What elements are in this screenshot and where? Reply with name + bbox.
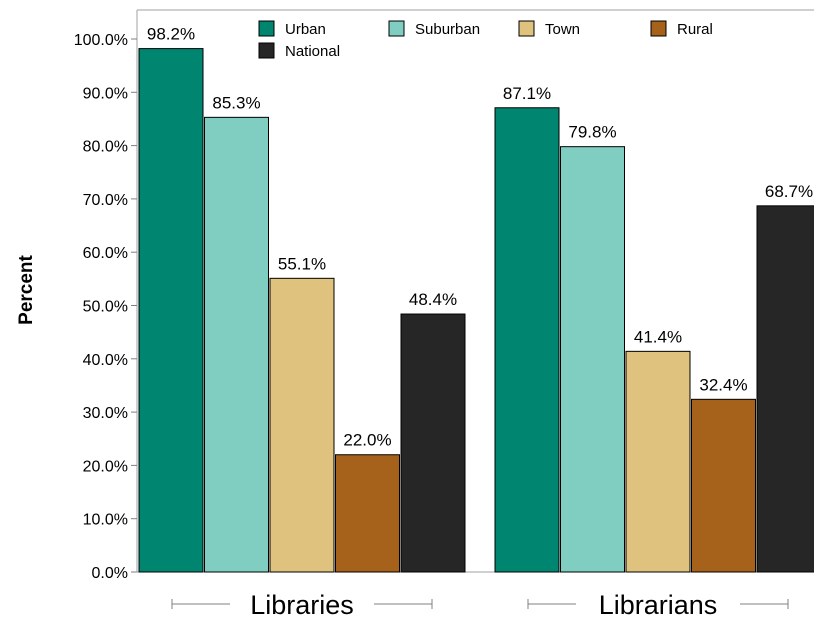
legend-swatch bbox=[388, 20, 405, 37]
legend-label: Town bbox=[545, 21, 580, 38]
data-label: 98.2% bbox=[147, 25, 195, 44]
data-label: 79.8% bbox=[568, 123, 616, 142]
legend-label: National bbox=[285, 43, 340, 60]
bar-librarians-urban bbox=[494, 107, 560, 573]
y-tick-label: 70.0% bbox=[83, 192, 128, 209]
legend-item-rural: Rural bbox=[650, 20, 713, 38]
y-tick-label: 20.0% bbox=[83, 458, 128, 475]
legend-label: Rural bbox=[677, 21, 713, 38]
bar-librarians-town bbox=[625, 350, 691, 573]
bar-libraries-suburban bbox=[204, 116, 269, 573]
data-labels: 98.2% 85.3% 55.1% 22.0% 48.4% 87.1% 79.8% 41.4%… bbox=[147, 25, 813, 450]
legend-item-suburban: Suburban bbox=[388, 20, 480, 38]
legend-item-urban: Urban bbox=[258, 20, 326, 38]
y-tick-label: 50.0% bbox=[83, 299, 128, 316]
data-label: 55.1% bbox=[278, 254, 326, 273]
y-tick-label: 100.0% bbox=[74, 32, 128, 49]
x-category-label: Libraries bbox=[250, 590, 354, 620]
legend-label: Suburban bbox=[415, 21, 480, 38]
data-label: 22.0% bbox=[343, 431, 391, 450]
legend-swatch bbox=[258, 20, 275, 37]
y-tick-label: 90.0% bbox=[83, 85, 128, 102]
data-label: 41.4% bbox=[634, 327, 682, 346]
y-axis: 0.0% 10.0% 20.0% 30.0% 40.0% 50.0% 60.0% 70.0% 8… bbox=[74, 32, 137, 582]
bar-libraries-urban bbox=[138, 48, 204, 573]
data-label: 32.4% bbox=[699, 375, 747, 394]
data-label: 68.7% bbox=[765, 182, 813, 201]
data-label: 87.1% bbox=[503, 84, 551, 103]
bar-librarians-suburban bbox=[560, 146, 625, 573]
y-tick-label: 40.0% bbox=[83, 352, 128, 369]
bar-libraries-town bbox=[269, 277, 335, 573]
y-tick-label: 80.0% bbox=[83, 139, 128, 156]
bar-librarians-rural bbox=[691, 398, 756, 573]
y-tick-label: 30.0% bbox=[83, 405, 128, 422]
x-axis: Libraries Librarians bbox=[171, 590, 789, 620]
legend-item-town: Town bbox=[518, 20, 580, 38]
y-tick-label: 60.0% bbox=[83, 245, 128, 262]
data-label: 85.3% bbox=[212, 93, 260, 112]
legend-swatch bbox=[518, 20, 535, 37]
bar-librarians-national bbox=[756, 205, 814, 573]
y-axis-title: Percent bbox=[16, 254, 37, 324]
x-category-label: Librarians bbox=[599, 590, 718, 620]
data-label: 48.4% bbox=[409, 290, 457, 309]
bar-libraries-rural bbox=[335, 454, 400, 573]
bar-libraries-national bbox=[400, 313, 466, 573]
legend-swatch bbox=[258, 42, 275, 59]
y-tick-label: 10.0% bbox=[83, 512, 128, 529]
y-tick-label: 0.0% bbox=[92, 565, 128, 582]
bars bbox=[138, 48, 814, 573]
legend: Urban Suburban Town Rural National bbox=[258, 20, 713, 60]
legend-item-national: National bbox=[258, 42, 340, 60]
legend-swatch bbox=[650, 20, 667, 37]
legend-label: Urban bbox=[285, 21, 326, 38]
